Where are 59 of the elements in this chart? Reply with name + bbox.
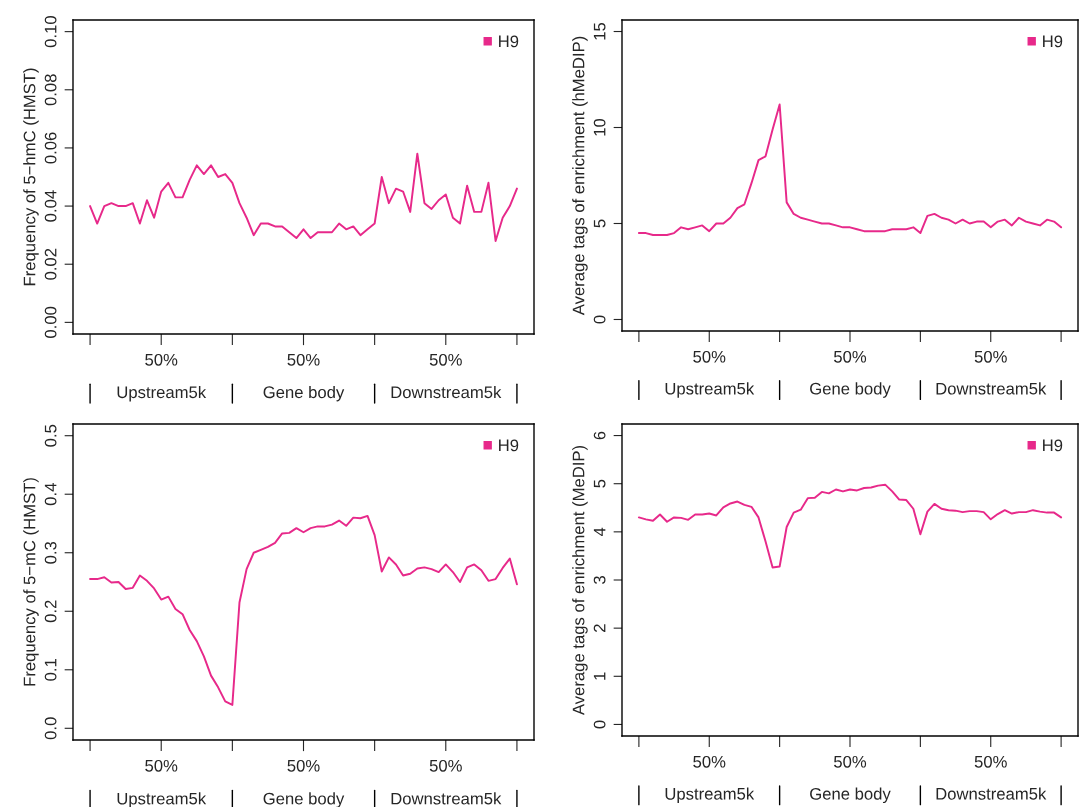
x-tick-label: 50%	[833, 350, 867, 363]
x-tick-label: 50%	[693, 350, 726, 363]
y-tick-label: 0.08	[44, 74, 57, 106]
legend-label: H9	[499, 35, 519, 48]
y-tick-label: 0	[593, 720, 606, 729]
y-tick-label: 0.1	[44, 659, 57, 681]
text: Downstream5k	[936, 787, 1047, 800]
text: Upstream5k	[665, 382, 755, 398]
y-axis-title: Average tags of enrichment (hMeDIP)	[572, 36, 588, 316]
text: Gene body	[263, 385, 345, 402]
y-tick-label: 6	[593, 431, 606, 440]
y-tick-label: 0	[593, 315, 606, 324]
text: Upstream5k	[665, 787, 755, 804]
y-tick-label: 0.2	[44, 600, 57, 623]
y-tick-label: 5	[593, 479, 606, 488]
y-axis-title: Frequency of 5−mC (HMST)	[23, 478, 39, 686]
y-tick-label: 15	[593, 22, 606, 40]
legend-label: H9	[1043, 439, 1063, 452]
y-tick-label: 10	[593, 118, 606, 136]
text: Gene body	[263, 792, 345, 807]
x-tick-label: 50%	[429, 759, 462, 772]
x-tick-label: 50%	[833, 755, 867, 768]
y-tick-label: 1	[593, 672, 606, 680]
x-tick-label: 50%	[287, 759, 320, 772]
y-tick-label: 4	[593, 527, 606, 537]
y-tick-label: 0.4	[44, 483, 57, 506]
x-tick-label: 50%	[145, 353, 178, 366]
text: Downstream5k	[391, 792, 502, 805]
x-tick-label: 50%	[145, 759, 178, 772]
y-tick-label: 3	[593, 576, 606, 584]
y-tick-label: 0.02	[44, 248, 57, 280]
y-tick-label: 0.10	[44, 16, 57, 48]
y-tick-label: 0.5	[44, 424, 57, 447]
y-tick-label: 0.3	[44, 541, 57, 564]
y-tick-label: 2	[593, 624, 606, 632]
line-series	[637, 483, 1063, 569]
y-axis-title: Average tags of enrichment (MeDIP)	[572, 445, 588, 716]
x-tick-label: 50%	[693, 755, 726, 768]
line-series	[89, 514, 518, 706]
text: Downstream5k	[936, 382, 1047, 395]
text: Upstream5k	[117, 792, 207, 807]
y-tick-label: 0.00	[44, 306, 57, 338]
line-series	[89, 152, 518, 242]
y-tick-label: 0.0	[44, 717, 57, 740]
y-tick-label: 5	[593, 219, 606, 228]
x-tick-label: 50%	[974, 350, 1007, 363]
text: Upstream5k	[117, 385, 207, 402]
line-series	[637, 103, 1063, 236]
text: Gene body	[810, 787, 891, 804]
y-tick-label: 0.04	[44, 190, 57, 222]
text: Downstream5k	[391, 385, 502, 399]
text: Gene body	[810, 382, 891, 398]
legend-label: H9	[1043, 35, 1063, 48]
y-tick-label: 0.06	[44, 132, 57, 164]
legend-label: H9	[499, 439, 519, 452]
y-axis-title: Frequency of 5−hmC (HMST)	[23, 68, 39, 286]
x-tick-label: 50%	[287, 353, 320, 366]
x-tick-label: 50%	[429, 353, 462, 366]
x-tick-label: 50%	[974, 755, 1007, 768]
